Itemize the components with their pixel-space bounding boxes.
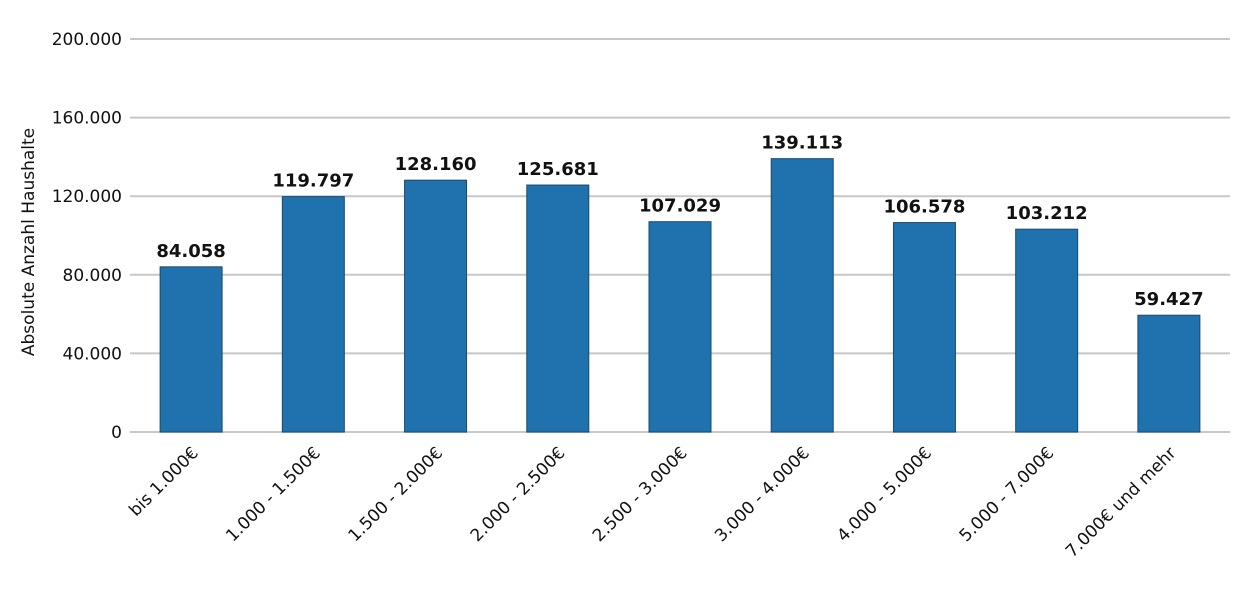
x-tick-label: 7.000€ und mehr [1062, 443, 1180, 561]
bar [770, 158, 834, 433]
x-tick-label: 2.000 - 2.500€ [467, 443, 570, 546]
y-tick-label: 200.000 [52, 30, 122, 50]
x-tick-label: 4.000 - 5.000€ [833, 443, 936, 546]
y-tick-label: 0 [111, 423, 122, 443]
x-tick-label: 5.000 - 7.000€ [956, 443, 1059, 546]
bar [1015, 228, 1079, 433]
x-axis-ticks: bis 1.000€ 1.000 - 1.500€ 1.500 - 2.000€ 2.… [125, 443, 1180, 561]
data-label: 125.681 [517, 159, 599, 180]
data-labels: 84.058 119.797 128.160 125.681 107.029 139.11… [156, 133, 1203, 311]
data-label: 128.160 [395, 154, 477, 175]
data-label: 59.427 [1134, 289, 1203, 310]
bar [1137, 314, 1201, 433]
x-tick-label: 1.000 - 1.500€ [222, 443, 325, 546]
x-tick-label: 1.500 - 2.000€ [344, 443, 447, 546]
data-label: 119.797 [272, 171, 354, 192]
data-label: 84.058 [156, 241, 225, 262]
data-label: 106.578 [883, 197, 965, 218]
data-label: 139.113 [761, 133, 843, 154]
data-label: 107.029 [639, 196, 721, 217]
x-tick-label: 2.500 - 3.000€ [589, 443, 692, 546]
y-tick-label: 80.000 [63, 266, 122, 286]
bar [281, 196, 345, 433]
y-axis-title: Absolute Anzahl Haushalte [19, 128, 39, 356]
y-tick-label: 120.000 [52, 187, 122, 207]
bars [159, 158, 1201, 433]
bar [159, 266, 223, 433]
bar [526, 184, 590, 433]
y-tick-label: 40.000 [63, 344, 122, 364]
bar [648, 221, 712, 433]
y-tick-label: 160.000 [52, 109, 122, 129]
y-axis-ticks: 0 40.000 80.000 120.000 160.000 200.000 [52, 30, 122, 443]
x-tick-label: 3.000 - 4.000€ [711, 443, 814, 546]
x-tick-label: bis 1.000€ [125, 443, 202, 520]
bar [404, 179, 468, 433]
data-label: 103.212 [1006, 203, 1088, 224]
bar [892, 222, 956, 433]
